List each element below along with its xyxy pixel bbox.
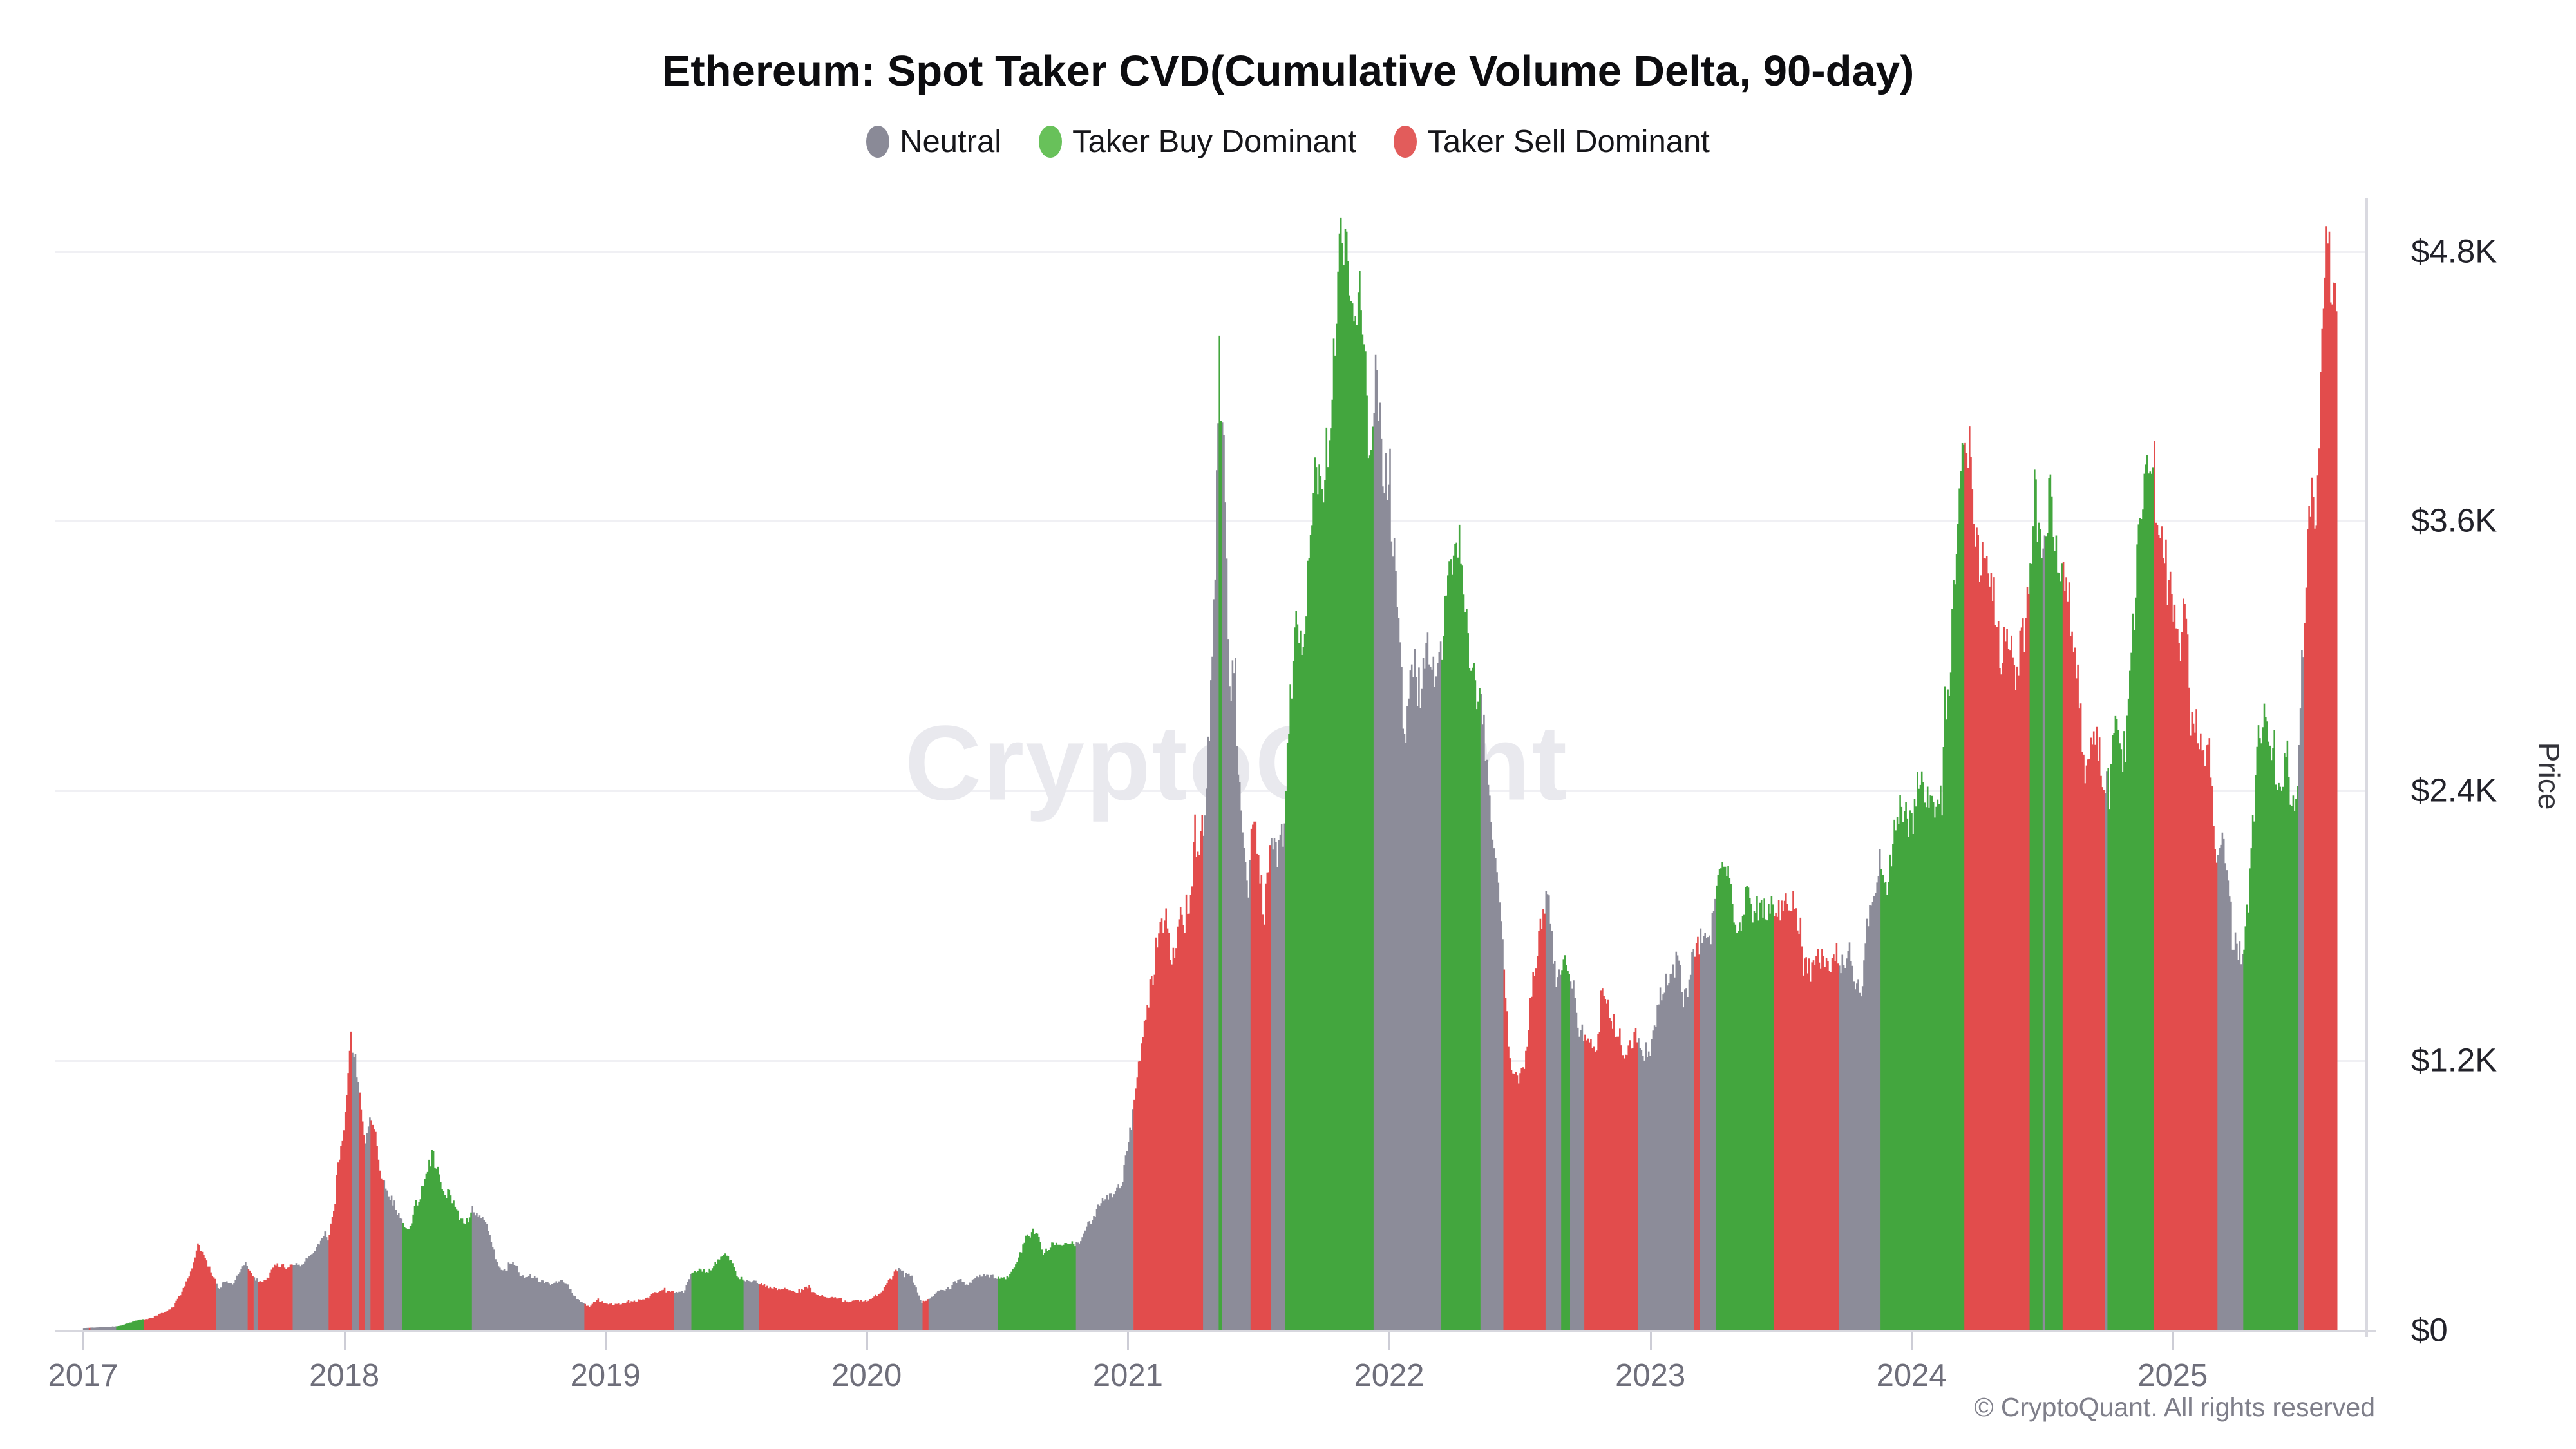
copyright-note: © CryptoQuant. All rights reserved — [1974, 1392, 2375, 1422]
legend-item-taker-sell-dominant[interactable]: Taker Sell Dominant — [1394, 124, 1710, 160]
x-tick — [1649, 1332, 1652, 1350]
x-tick — [82, 1332, 84, 1350]
x-tick — [1911, 1332, 1913, 1350]
y-tick-label: $0 — [2411, 1311, 2448, 1349]
chart-title: Ethereum: Spot Taker CVD(Cumulative Volu… — [661, 47, 1915, 95]
x-tick-label: 2024 — [1876, 1358, 1947, 1393]
x-tick-label: 2017 — [48, 1358, 118, 1393]
x-tick — [1388, 1332, 1390, 1350]
taker-buy-dot-icon — [1039, 126, 1063, 158]
x-tick-label: 2023 — [1615, 1358, 1686, 1393]
legend-item-label: Taker Buy Dominant — [1072, 124, 1357, 159]
bars-neutral — [82, 354, 2304, 1330]
x-tick — [605, 1332, 607, 1350]
cryptoquant-watermark: CryptoQuant — [904, 703, 1569, 822]
x-tick — [343, 1332, 346, 1350]
x-tick — [1127, 1332, 1130, 1350]
legend: Neutral Taker Buy Dominant Taker Sell Do… — [0, 124, 2576, 160]
x-tick-label: 2021 — [1092, 1358, 1163, 1393]
x-tick-label: 2019 — [570, 1358, 641, 1393]
y-tick-label: $3.6K — [2411, 502, 2497, 539]
x-tick-label: 2025 — [2137, 1358, 2208, 1393]
y-tick-label: $2.4K — [2411, 772, 2497, 809]
legend-item-label: Taker Sell Dominant — [1427, 124, 1710, 159]
gridline — [55, 251, 2366, 253]
y-tick-label: $4.8K — [2411, 232, 2497, 270]
neutral-dot-icon — [866, 126, 890, 158]
x-tick-label: 2022 — [1354, 1358, 1425, 1393]
taker-sell-dot-icon — [1394, 126, 1417, 158]
legend-item-neutral[interactable]: Neutral — [866, 124, 1001, 160]
x-tick — [866, 1332, 868, 1350]
x-axis-line — [55, 1330, 2376, 1332]
gridline — [55, 520, 2366, 522]
x-tick-label: 2020 — [831, 1358, 902, 1393]
x-tick-label: 2018 — [309, 1358, 380, 1393]
legend-item-label: Neutral — [900, 124, 1002, 159]
y-axis-line — [2365, 198, 2368, 1337]
x-tick — [2172, 1332, 2174, 1350]
gridline — [55, 1060, 2366, 1062]
legend-item-taker-buy-dominant[interactable]: Taker Buy Dominant — [1039, 124, 1356, 160]
y-tick-label: $1.2K — [2411, 1041, 2497, 1079]
y-axis-title: Price — [2532, 742, 2566, 810]
